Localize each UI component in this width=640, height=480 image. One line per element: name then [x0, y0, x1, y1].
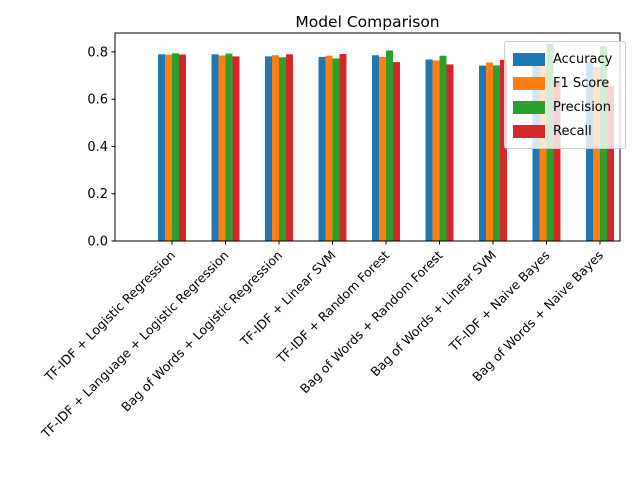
y-axis-tick-label: 0.8: [87, 45, 108, 60]
bar-accuracy-group8: [532, 62, 540, 241]
legend-swatch-f1-score: [513, 76, 545, 90]
bar-precision-group7: [493, 65, 500, 242]
bar-precision-group3: [279, 57, 286, 241]
legend-label-f1-score: F1 Score: [553, 75, 610, 91]
bar-accuracy-group5: [372, 55, 379, 242]
legend-item-f1-score: F1 Score: [513, 71, 617, 95]
bar-accuracy-group4: [318, 56, 326, 242]
bar-f1-score-group8: [539, 64, 547, 242]
legend-swatch-recall: [513, 124, 545, 138]
bar-precision-group5: [386, 50, 393, 241]
legend-swatch-accuracy: [513, 52, 545, 66]
bar-accuracy-group3: [265, 56, 272, 242]
legend-item-precision: Precision: [513, 95, 617, 119]
legend-swatch-precision: [513, 100, 545, 114]
bar-recall-group9: [607, 86, 614, 242]
bar-f1-score-group5: [379, 56, 386, 242]
bar-f1-score-group1: [165, 54, 172, 242]
legend-label-recall: Recall: [553, 123, 592, 139]
x-axis-tick-label: TF-IDF + Language + Logistic Regression: [38, 248, 232, 442]
bar-accuracy-group1: [158, 54, 165, 241]
bar-accuracy-group7: [479, 65, 486, 241]
bar-precision-group6: [439, 55, 447, 242]
bar-precision-group1: [172, 53, 179, 241]
bar-precision-group2: [225, 53, 233, 241]
bar-f1-score-group9: [593, 67, 600, 241]
bar-recall-group8: [553, 82, 561, 242]
legend-item-recall: Recall: [513, 119, 617, 143]
bar-f1-score-group7: [486, 62, 493, 241]
bar-f1-score-group4: [325, 55, 333, 242]
bar-recall-group3: [286, 54, 293, 241]
bar-recall-group4: [339, 54, 347, 241]
bar-accuracy-group9: [586, 62, 593, 241]
bar-accuracy-group2: [211, 54, 219, 241]
x-axis-tick-label: TF-IDF + Linear SVM: [237, 248, 339, 350]
bar-precision-group4: [332, 58, 340, 241]
y-axis-tick-label: 0.0: [87, 235, 108, 250]
x-axis-tick-label: TF-IDF + Naive Bayes: [445, 248, 552, 355]
legend: Accuracy F1 Score Precision Recall: [504, 41, 626, 149]
bar-recall-group1: [179, 54, 186, 241]
y-axis-tick-label: 0.4: [87, 140, 108, 155]
bar-accuracy-group6: [425, 59, 433, 241]
bar-f1-score-group6: [432, 60, 440, 242]
chart-title: Model Comparison: [295, 13, 440, 31]
bar-recall-group5: [393, 62, 400, 241]
y-axis-tick-label: 0.2: [87, 187, 108, 202]
legend-label-precision: Precision: [553, 99, 612, 115]
legend-label-accuracy: Accuracy: [553, 51, 613, 67]
y-axis-tick-label: 0.6: [87, 93, 108, 108]
bar-f1-score-group2: [218, 55, 226, 241]
bar-recall-group7: [500, 59, 507, 242]
legend-item-accuracy: Accuracy: [513, 47, 617, 71]
bar-f1-score-group3: [272, 55, 279, 242]
bar-recall-group6: [446, 64, 454, 242]
bar-recall-group2: [232, 56, 240, 242]
